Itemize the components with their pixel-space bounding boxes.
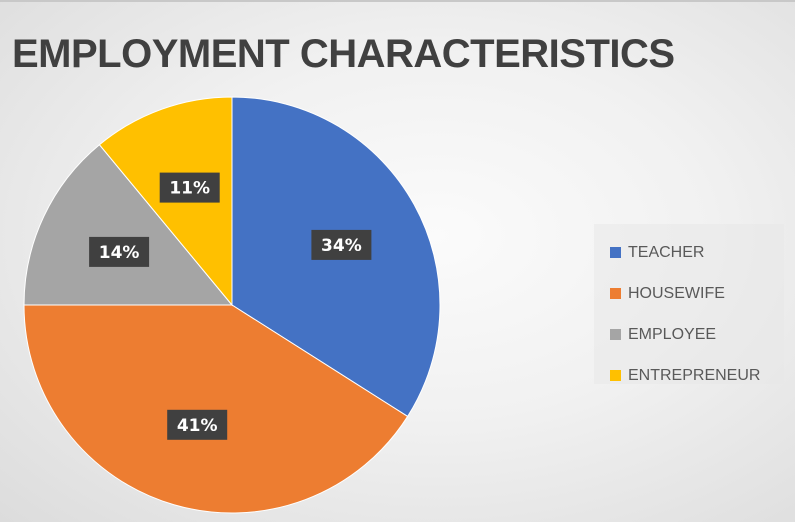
data-label-box (311, 229, 372, 260)
legend-swatch-employee (610, 329, 621, 340)
legend-label-employee: EMPLOYEE (628, 325, 717, 343)
data-label-employee: 14% (89, 236, 150, 267)
legend-item-housewife: HOUSEWIFE (610, 273, 784, 314)
pie-data-labels: 34% 41% 14% 11% (89, 172, 372, 440)
legend-swatch-entrepreneur (610, 370, 621, 381)
data-label-teacher: 34% (311, 229, 372, 260)
pie-slices (23, 96, 441, 514)
legend: TEACHER HOUSEWIFE EMPLOYEE ENTREPRENEUR (594, 224, 784, 384)
data-label-text: 14% (99, 243, 140, 263)
legend-swatch-teacher (610, 247, 621, 258)
legend-item-employee: EMPLOYEE (610, 314, 784, 355)
data-label-box (159, 172, 220, 203)
data-label-text: 11% (169, 179, 210, 199)
data-label-text: 34% (321, 236, 362, 256)
pie-slice-employee (23, 144, 234, 306)
data-label-entrepreneur: 11% (159, 172, 220, 203)
data-label-text: 41% (177, 416, 218, 436)
data-label-housewife: 41% (167, 409, 228, 440)
legend-label-teacher: TEACHER (628, 243, 705, 261)
chart-title: EMPLOYMENT CHARACTERISTICS (12, 32, 675, 76)
legend-item-teacher: TEACHER (610, 232, 784, 273)
data-label-box (89, 236, 150, 267)
legend-item-entrepreneur: ENTREPRENEUR (610, 355, 784, 396)
data-label-box (167, 409, 228, 440)
legend-label-entrepreneur: ENTREPRENEUR (628, 366, 761, 384)
pie-slice-housewife (23, 304, 409, 514)
legend-swatch-housewife (610, 288, 621, 299)
legend-label-housewife: HOUSEWIFE (628, 284, 725, 302)
